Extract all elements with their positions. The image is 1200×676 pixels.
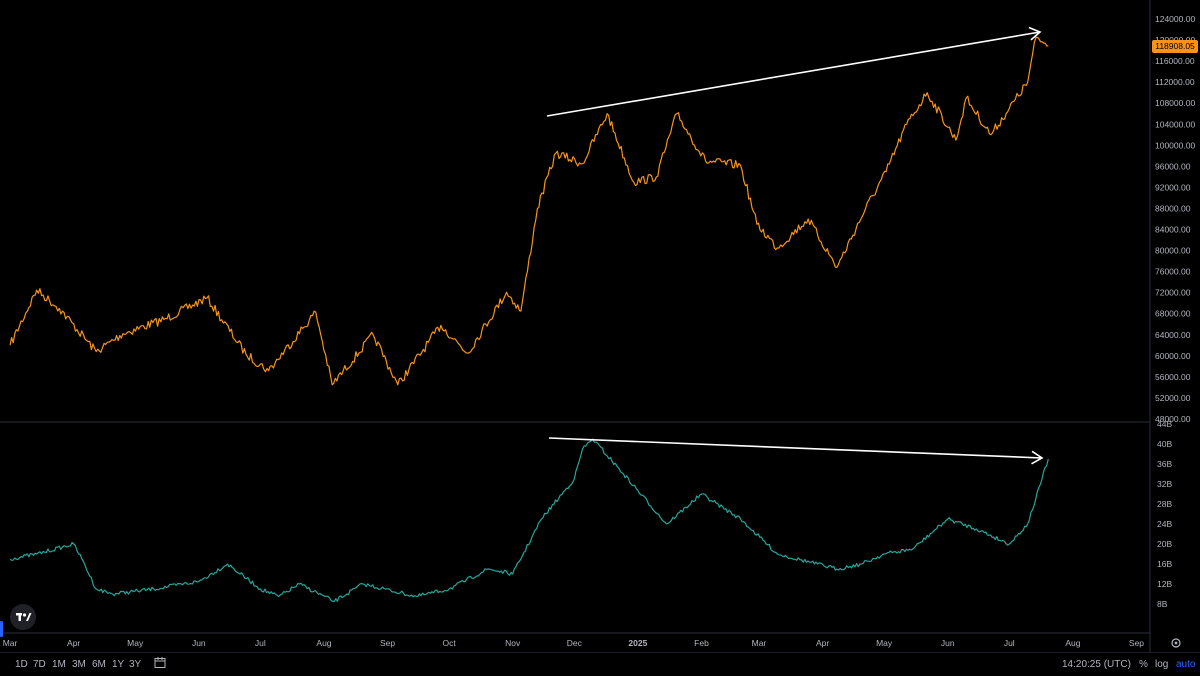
price-tick-label: 56000.00 [1155, 372, 1191, 382]
price-trend-arrow [547, 28, 1040, 116]
price-line [10, 37, 1048, 385]
tradingview-logo-icon[interactable] [10, 604, 36, 630]
price-tick-label: 76000.00 [1155, 267, 1191, 277]
price-tick-label: 108000.00 [1155, 98, 1195, 108]
time-tick-label: Jun [941, 638, 955, 648]
price-tick-label: 124000.00 [1155, 14, 1195, 24]
price-pane[interactable] [10, 37, 1048, 385]
time-tick-label: Oct [443, 638, 457, 648]
time-tick-label: Mar [3, 638, 18, 648]
trend-arrows [547, 28, 1042, 464]
volume-tick-label: 40B [1157, 439, 1172, 449]
time-tick-label: May [876, 638, 893, 648]
time-tick-label: Jul [255, 638, 266, 648]
timeframe-6m-button[interactable]: 6M [92, 659, 106, 670]
gear-hub [1175, 642, 1178, 645]
price-axis[interactable]: 124000.00120000.00116000.00112000.001080… [1155, 14, 1195, 424]
volume-tick-label: 16B [1157, 559, 1172, 569]
log-toggle[interactable]: log [1155, 659, 1168, 670]
price-tick-label: 100000.00 [1155, 140, 1195, 150]
settings-gear-icon[interactable] [1172, 639, 1180, 647]
volume-tick-label: 8B [1157, 599, 1168, 609]
volume-trend-arrow [549, 438, 1042, 464]
price-tick-label: 68000.00 [1155, 309, 1191, 319]
volume-tick-label: 20B [1157, 539, 1172, 549]
percent-toggle[interactable]: % [1139, 659, 1148, 670]
price-tick-label: 60000.00 [1155, 351, 1191, 361]
bottom-toolbar: 1D 7D 1M 3M 6M 1Y 3Y 14:20:25 (UTC) % lo… [0, 652, 1200, 676]
volume-tick-label: 12B [1157, 579, 1172, 589]
price-tick-label: 84000.00 [1155, 225, 1191, 235]
timeframe-7d-button[interactable]: 7D [33, 659, 46, 670]
last-price-label: 118908.05 [1152, 40, 1198, 53]
price-tick-label: 88000.00 [1155, 203, 1191, 213]
price-tick-label: 80000.00 [1155, 246, 1191, 256]
volume-tick-label: 36B [1157, 459, 1172, 469]
auto-toggle[interactable]: auto [1176, 659, 1195, 670]
time-tick-label: Sep [1129, 638, 1144, 648]
clock-time[interactable]: 14:20:25 (UTC) [1062, 659, 1131, 670]
time-tick-label: May [127, 638, 144, 648]
scroll-marker[interactable] [0, 621, 3, 637]
time-tick-label: Jul [1004, 638, 1015, 648]
volume-axis[interactable]: 44B 40B 36B 32B 28B 24B 20B 16B 12B 8B [1157, 419, 1172, 609]
timeframe-3y-button[interactable]: 3Y [129, 659, 141, 670]
price-tick-label: 96000.00 [1155, 161, 1191, 171]
time-tick-label: Sep [380, 638, 395, 648]
volume-line [10, 439, 1048, 602]
price-tick-label: 92000.00 [1155, 182, 1191, 192]
time-tick-label: Aug [316, 638, 331, 648]
time-tick-label: Aug [1065, 638, 1080, 648]
time-tick-label: Mar [752, 638, 767, 648]
price-tick-label: 112000.00 [1155, 77, 1195, 87]
price-tick-label: 104000.00 [1155, 119, 1195, 129]
volume-tick-label: 24B [1157, 519, 1172, 529]
timeframe-1y-button[interactable]: 1Y [112, 659, 124, 670]
time-axis[interactable]: Mar Apr May Jun Jul Aug Sep Oct Nov Dec 2025 Feb Mar… [3, 638, 1180, 648]
price-trend-arrow-shaft [547, 32, 1040, 116]
volume-pane[interactable] [10, 439, 1048, 602]
time-tick-label: Apr [67, 638, 80, 648]
price-tick-label: 116000.00 [1155, 56, 1195, 66]
volume-tick-label: 32B [1157, 479, 1172, 489]
price-tick-label: 72000.00 [1155, 288, 1191, 298]
price-tick-label: 64000.00 [1155, 330, 1191, 340]
volume-trend-arrow-shaft [549, 438, 1042, 458]
time-tick-label: Nov [505, 638, 521, 648]
volume-tick-label: 44B [1157, 419, 1172, 429]
time-tick-label: Dec [567, 638, 583, 648]
timeframe-1d-button[interactable]: 1D [15, 659, 28, 670]
time-tick-label: Feb [694, 638, 709, 648]
price-tick-label: 52000.00 [1155, 393, 1191, 403]
volume-tick-label: 28B [1157, 499, 1172, 509]
time-tick-label: Jun [192, 638, 206, 648]
time-tick-label: Apr [816, 638, 829, 648]
timeframe-1m-button[interactable]: 1M [52, 659, 66, 670]
time-tick-label: 2025 [628, 638, 647, 648]
timeframe-3m-button[interactable]: 3M [72, 659, 86, 670]
date-range-icon[interactable] [154, 656, 167, 672]
